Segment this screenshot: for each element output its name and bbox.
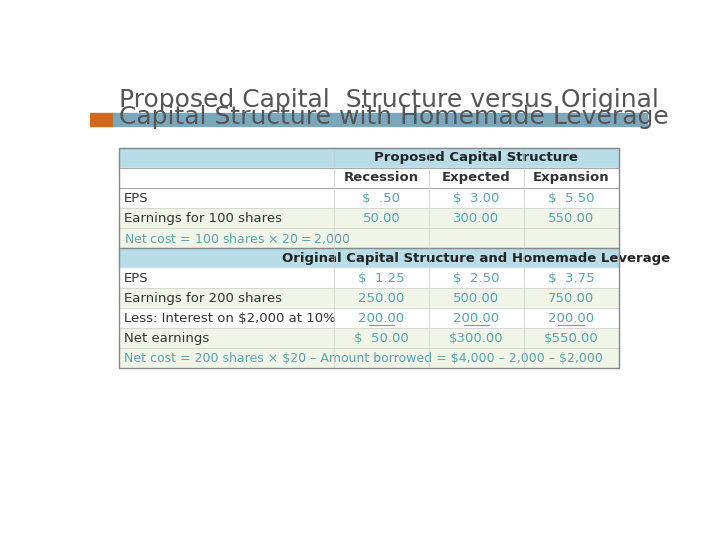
Text: 200.00: 200.00 xyxy=(454,312,500,325)
Text: 250.00: 250.00 xyxy=(359,292,405,305)
Text: $  .50: $ .50 xyxy=(362,192,400,205)
Text: Expected: Expected xyxy=(442,172,510,185)
Text: 500.00: 500.00 xyxy=(454,292,500,305)
Bar xyxy=(120,348,618,368)
Text: $  2.50: $ 2.50 xyxy=(453,272,500,285)
Text: Earnings for 200 shares: Earnings for 200 shares xyxy=(124,292,282,305)
Text: Expansion: Expansion xyxy=(533,172,609,185)
Text: Net cost = 100 shares × $20 = $2,000: Net cost = 100 shares × $20 = $2,000 xyxy=(124,231,350,246)
Text: $550.00: $550.00 xyxy=(544,332,598,345)
Text: $  3.75: $ 3.75 xyxy=(548,272,595,285)
Text: Recession: Recession xyxy=(344,172,419,185)
Bar xyxy=(120,228,618,248)
Text: $300.00: $300.00 xyxy=(449,332,503,345)
Text: 200.00: 200.00 xyxy=(548,312,594,325)
Text: 550.00: 550.00 xyxy=(548,212,594,225)
Bar xyxy=(90,112,113,126)
Text: $  50.00: $ 50.00 xyxy=(354,332,409,345)
Text: 200.00: 200.00 xyxy=(359,312,405,325)
Bar xyxy=(120,308,618,328)
Text: $  3.00: $ 3.00 xyxy=(453,192,500,205)
Text: EPS: EPS xyxy=(124,272,149,285)
Text: Original Capital Structure and Homemade Leverage: Original Capital Structure and Homemade … xyxy=(282,252,670,265)
Bar xyxy=(120,208,618,228)
Text: EPS: EPS xyxy=(124,192,149,205)
Bar xyxy=(120,148,618,368)
Bar xyxy=(120,148,618,168)
Text: Less: Interest on $2,000 at 10%: Less: Interest on $2,000 at 10% xyxy=(124,312,336,325)
Bar xyxy=(120,288,618,308)
Text: 50.00: 50.00 xyxy=(363,212,400,225)
Text: Proposed Capital Structure: Proposed Capital Structure xyxy=(374,151,578,165)
Bar xyxy=(120,188,618,208)
Bar xyxy=(113,112,648,126)
Text: Proposed Capital  Structure versus Original: Proposed Capital Structure versus Origin… xyxy=(120,88,660,112)
Bar xyxy=(120,168,618,188)
Bar xyxy=(120,268,618,288)
Text: Earnings for 100 shares: Earnings for 100 shares xyxy=(124,212,282,225)
Text: $  1.25: $ 1.25 xyxy=(358,272,405,285)
Text: $  5.50: $ 5.50 xyxy=(548,192,595,205)
Bar xyxy=(120,248,618,268)
Text: Capital Structure with Homemade Leverage: Capital Structure with Homemade Leverage xyxy=(120,105,669,129)
Text: 750.00: 750.00 xyxy=(548,292,594,305)
Text: Net earnings: Net earnings xyxy=(124,332,210,345)
Bar xyxy=(120,328,618,348)
Text: Net cost = 200 shares × $20 – Amount borrowed = $4,000 – 2,000 – $2,000: Net cost = 200 shares × $20 – Amount bor… xyxy=(124,352,603,365)
Text: 300.00: 300.00 xyxy=(454,212,500,225)
